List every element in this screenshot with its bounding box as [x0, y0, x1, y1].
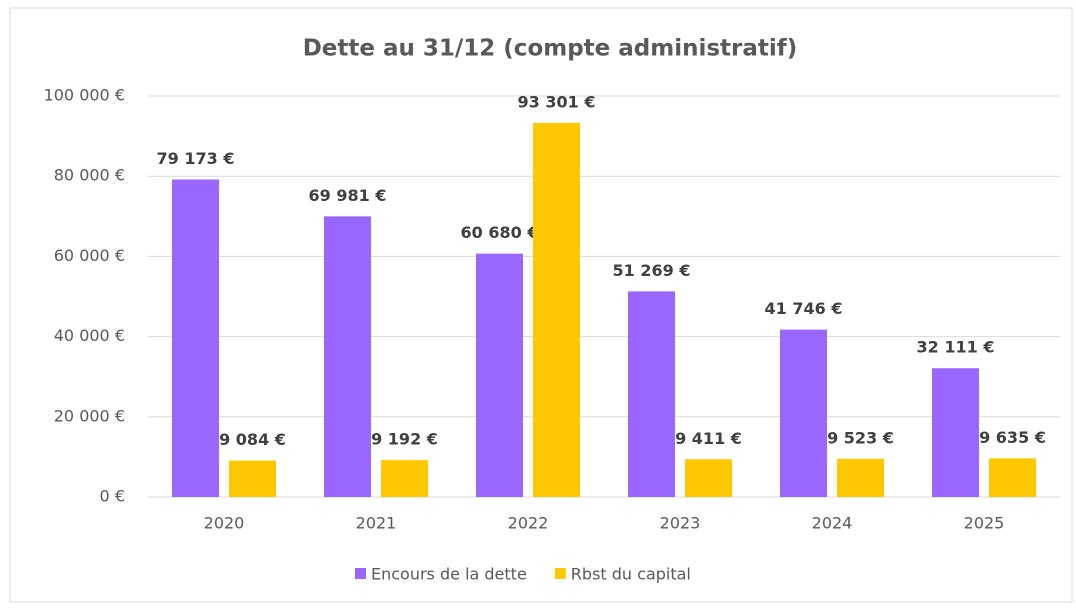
value-label: 60 680 €	[461, 223, 539, 242]
legend-swatch	[554, 568, 566, 579]
value-label: 9 192 €	[371, 430, 438, 449]
bar	[381, 460, 428, 497]
y-tick-label: 100 000 €	[44, 86, 125, 105]
bar	[476, 253, 523, 497]
bar	[780, 329, 827, 497]
y-tick-label: 20 000 €	[54, 406, 125, 425]
bar	[172, 179, 219, 497]
legend-swatch	[355, 568, 366, 579]
value-label: 69 981 €	[309, 186, 387, 205]
x-tick-label: 2023	[660, 514, 701, 533]
bar	[685, 459, 732, 497]
bar	[229, 460, 276, 497]
value-label: 9 523 €	[827, 428, 894, 447]
value-label: 41 746 €	[765, 299, 843, 318]
bar	[533, 122, 580, 498]
x-tick-label: 2020	[204, 514, 245, 533]
x-tick-label: 2021	[356, 514, 397, 533]
y-tick-label: 0 €	[100, 487, 125, 506]
bar	[324, 216, 371, 497]
chart-title: Dette au 31/12 (compte administratif)	[303, 36, 798, 62]
value-label: 9 411 €	[675, 429, 742, 448]
x-tick-label: 2022	[508, 514, 549, 533]
bar	[628, 291, 675, 497]
legend-label: Rbst du capital	[571, 565, 691, 584]
value-label: 51 269 €	[613, 261, 691, 280]
legend-label: Encours de la dette	[371, 565, 527, 584]
bar	[837, 458, 884, 497]
value-label: 9 635 €	[979, 428, 1046, 447]
bar	[989, 458, 1036, 497]
y-tick-label: 80 000 €	[54, 166, 125, 185]
x-tick-label: 2024	[812, 514, 853, 533]
value-label: 79 173 €	[157, 149, 235, 168]
y-tick-label: 40 000 €	[54, 326, 125, 345]
x-tick-label: 2025	[964, 514, 1005, 533]
value-label: 93 301 €	[518, 92, 596, 111]
value-label: 32 111 €	[917, 338, 995, 357]
y-tick-label: 60 000 €	[54, 246, 125, 265]
bar	[932, 368, 979, 497]
value-label: 9 084 €	[219, 430, 286, 449]
